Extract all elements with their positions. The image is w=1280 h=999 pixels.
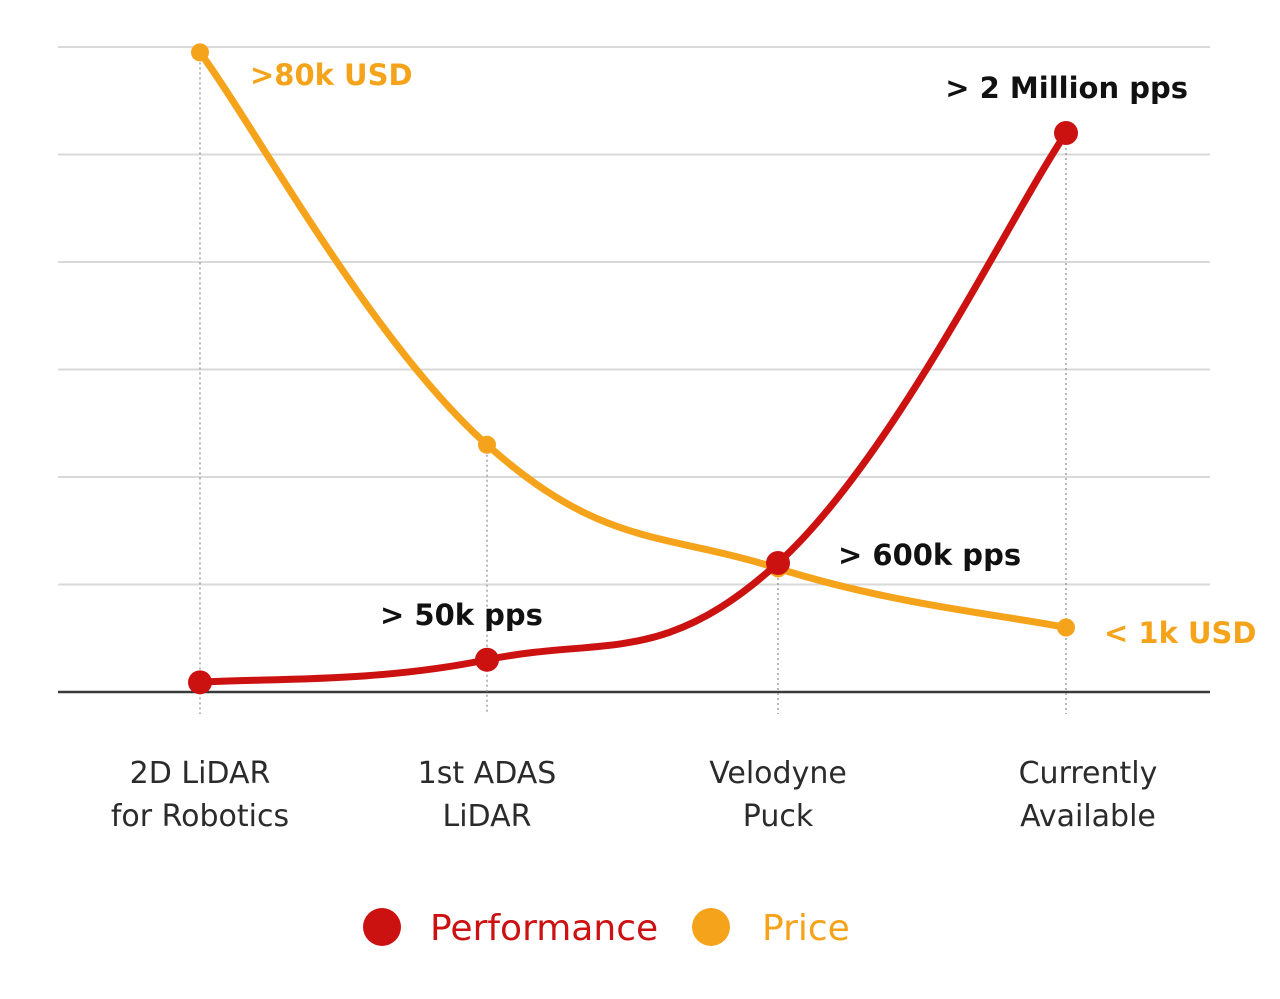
price-data-label: < 1k USD (1104, 616, 1256, 650)
x-tick-label: Currently Available (1019, 756, 1158, 834)
x-tick-label: 2D LiDAR for Robotics (111, 756, 289, 834)
price-line (196, 48, 1070, 631)
performance-point (1054, 121, 1078, 145)
price-point (1057, 618, 1075, 637)
gridlines (58, 46, 1210, 694)
category-guides (199, 52, 1067, 714)
series-layer (188, 43, 1078, 695)
x-tick-label: Velodyne Puck (709, 756, 847, 834)
legend-performance-marker (363, 908, 401, 946)
price-data-label: >80k USD (250, 58, 413, 92)
performance-data-label: > 50k pps (380, 598, 543, 632)
performance-data-label: > 600k pps (838, 538, 1021, 572)
performance-point (188, 670, 212, 695)
performance-data-label: > 2 Million pps (945, 71, 1188, 105)
performance-point (475, 647, 499, 672)
legend-price-marker (692, 908, 730, 946)
price-point (191, 43, 209, 62)
performance-line (196, 129, 1070, 686)
price-point (478, 435, 496, 454)
legend-performance-label: Performance (430, 908, 658, 949)
x-axis-tick-labels: 2D LiDAR for Robotics 1st ADAS LiDAR Velodyn… (111, 756, 1158, 834)
performance-point (766, 551, 790, 575)
legend: Performance Price (363, 908, 850, 949)
x-tick-label: 1st ADAS LiDAR (418, 756, 557, 834)
data-labels: >80k USD < 1k USD > 50k pps > 600k pps > 2 M… (250, 58, 1256, 650)
legend-price-label: Price (762, 908, 850, 949)
